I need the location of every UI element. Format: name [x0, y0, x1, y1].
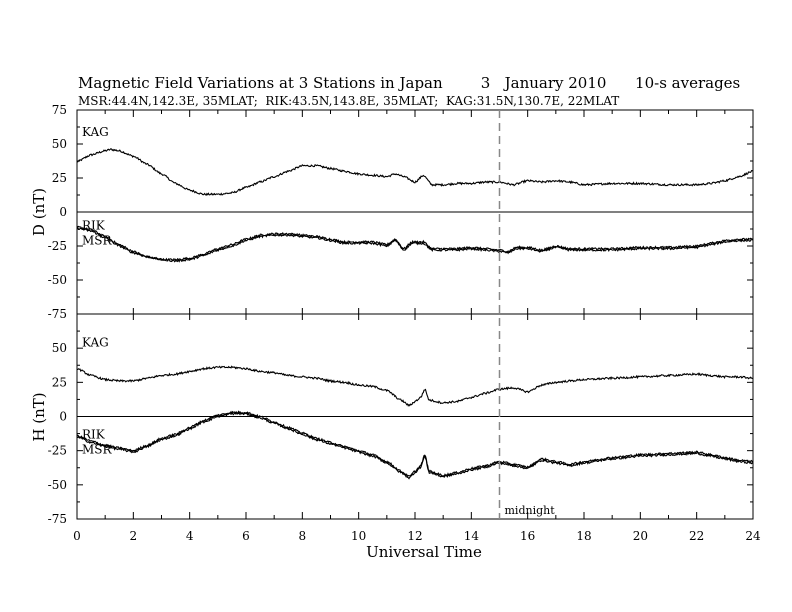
x-tick-label: 4 [186, 529, 194, 543]
x-tick-label: 8 [299, 529, 307, 543]
series-kag-d [76, 148, 754, 196]
series-msr-h [76, 411, 754, 480]
x-tick-label: 18 [576, 529, 591, 543]
x-axis-label: Universal Time [366, 543, 482, 561]
chart-subtitle: MSR:44.4N,142.3E, 35MLAT; RIK:43.5N,143.… [78, 94, 619, 108]
x-tick-label: 2 [130, 529, 138, 543]
axis-labels: 7550250-25-50-75KAGRIKMSR50250-25-50-75K… [48, 103, 761, 543]
x-tick-label: 10 [351, 529, 366, 543]
y-tick-label: 25 [52, 171, 67, 185]
midnight-annotation: midnight [505, 504, 556, 517]
x-tick-label: 22 [689, 529, 704, 543]
y-tick-label: -75 [48, 512, 67, 526]
series-msr-d [76, 226, 754, 263]
y-tick-label: -25 [48, 239, 67, 253]
y-tick-label: -25 [48, 444, 67, 458]
y-tick-label: 25 [52, 375, 67, 389]
station-label-rik: RIK [82, 427, 106, 441]
x-tick-label: 20 [633, 529, 648, 543]
y-tick-label: 0 [59, 205, 67, 219]
zero-lines [77, 211, 753, 417]
x-tick-label: 24 [745, 529, 761, 543]
x-tick-label: 16 [520, 529, 535, 543]
station-label-kag: KAG [82, 336, 109, 350]
x-tick-label: 14 [464, 529, 480, 543]
station-label-msr: MSR [82, 234, 113, 248]
series-rik-d [76, 225, 754, 262]
station-label-msr: MSR [82, 442, 113, 456]
station-label-kag: KAG [82, 125, 109, 139]
axis-ticks [76, 109, 754, 520]
x-tick-label: 12 [407, 529, 422, 543]
y-tick-label: -50 [48, 273, 67, 287]
series-lines [76, 148, 754, 480]
y-axis-label-h: H (nT) [30, 392, 48, 441]
y-tick-label: 50 [52, 137, 67, 151]
y-tick-label: 0 [59, 410, 67, 424]
series-kag-h [76, 365, 754, 407]
y-tick-label: 75 [52, 103, 67, 117]
chart-title: Magnetic Field Variations at 3 Stations … [78, 74, 740, 92]
y-tick-label: -50 [48, 478, 67, 492]
y-tick-label: 50 [52, 341, 67, 355]
x-tick-label: 6 [242, 529, 250, 543]
x-tick-label: 0 [73, 529, 81, 543]
station-label-rik: RIK [82, 219, 106, 233]
y-tick-label: -75 [48, 307, 67, 321]
y-axis-label-d: D (nT) [30, 188, 48, 236]
series-rik-h [76, 410, 754, 478]
